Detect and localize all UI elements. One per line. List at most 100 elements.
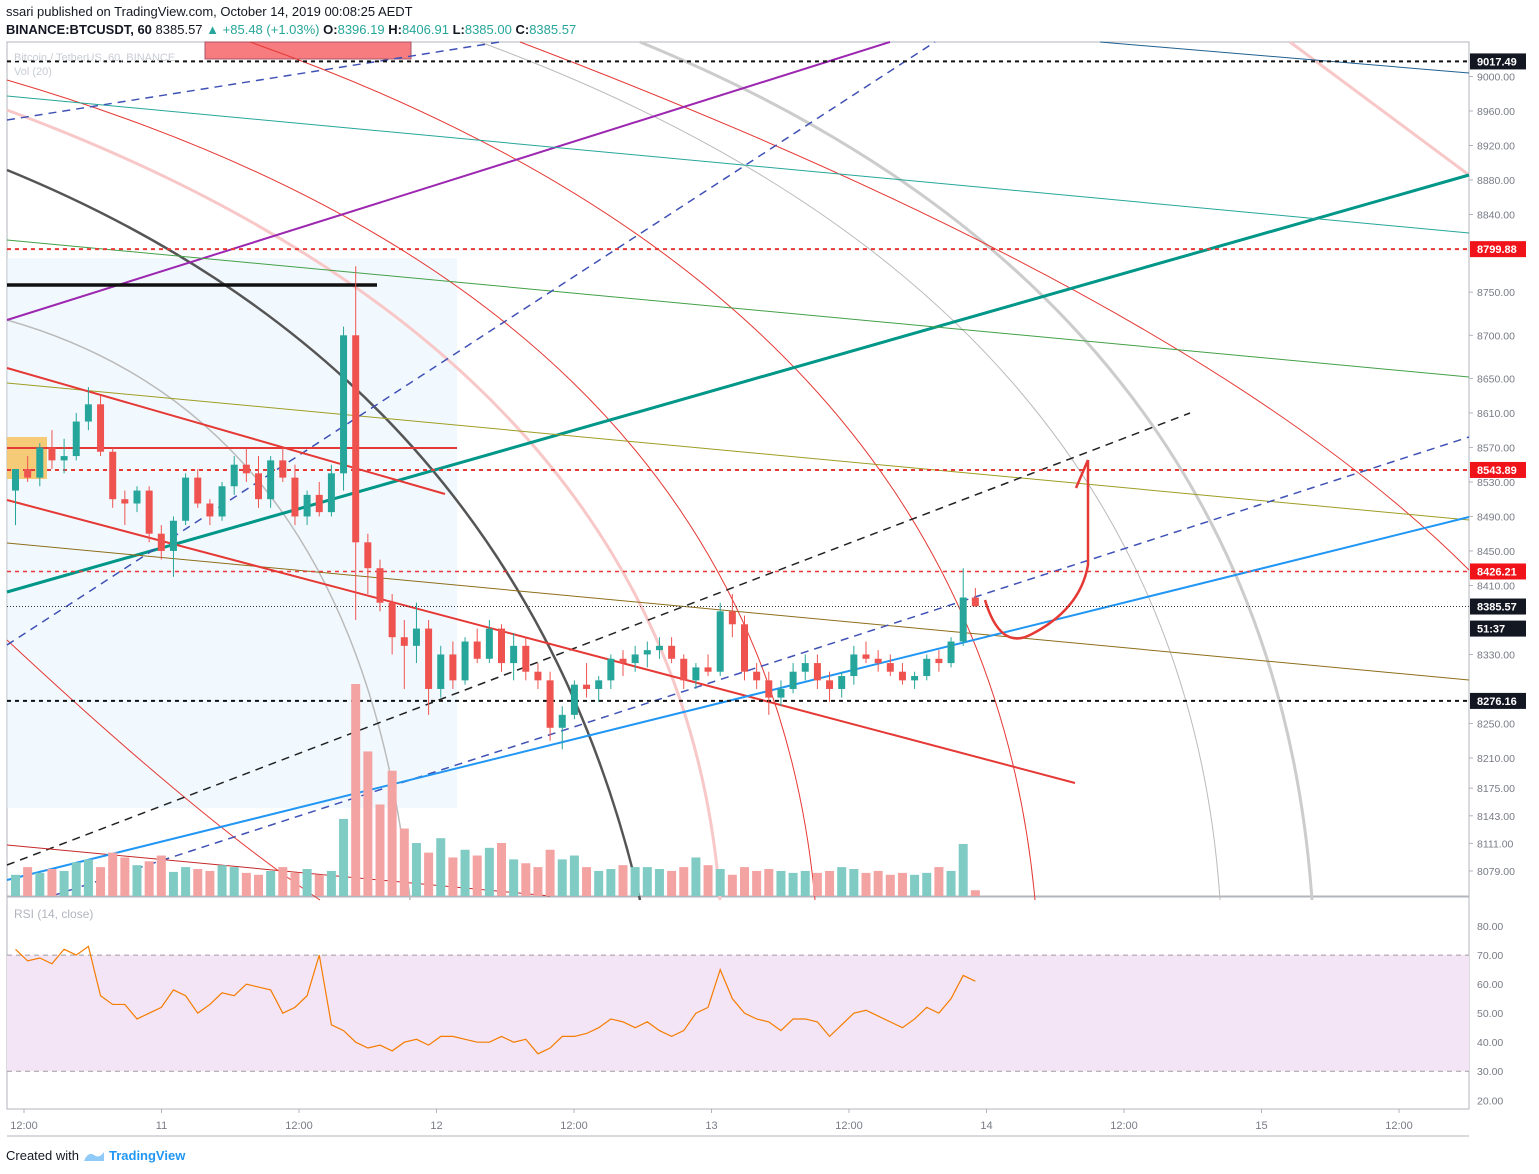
candle-body (692, 667, 700, 681)
candle-body (255, 473, 262, 500)
volume-bar (509, 859, 519, 896)
rsi-tick-label: 50.00 (1477, 1008, 1503, 1020)
candlestick-series (12, 266, 979, 750)
candle-body (765, 680, 773, 698)
candle-body (327, 473, 335, 513)
volume-bar (545, 849, 555, 896)
pink-arc-2 (1289, 40, 1470, 177)
volume-bar (630, 867, 640, 896)
drawings-layer (6, 40, 1470, 901)
volume-bar (278, 867, 288, 896)
volume-bar (47, 869, 57, 896)
volume-bar (885, 874, 895, 896)
volume-bar (764, 869, 774, 896)
volume-bar (521, 863, 531, 896)
volume-bar (387, 770, 397, 896)
candle-body (546, 680, 554, 728)
volume-bar (156, 855, 166, 896)
volume-bar (96, 867, 106, 896)
price-badge (1470, 563, 1526, 580)
candle-body (753, 671, 761, 681)
price-tick-label: 8840.00 (1477, 210, 1515, 222)
volume-bar (460, 849, 470, 896)
red-arc-3 (519, 41, 1470, 571)
volume-bar (776, 870, 786, 896)
candle-body (886, 663, 894, 672)
candle-body (631, 654, 639, 664)
volume-bar (411, 843, 421, 896)
candle-body (704, 667, 712, 672)
volume-bar (642, 867, 652, 896)
price-change: +85.48 (+1.03%) (222, 22, 320, 37)
volume-bar (217, 865, 227, 896)
volume-bar (703, 865, 713, 896)
volume-bar (910, 874, 920, 896)
rsi-band (7, 955, 1469, 1072)
price-tick-label: 8570.00 (1477, 442, 1515, 454)
price-tick-label: 9000.00 (1477, 72, 1515, 84)
shaded-range-box (7, 258, 457, 808)
volume-bar (290, 872, 300, 896)
volume-bar (497, 843, 506, 896)
price-tick-label: 8079.00 (1477, 866, 1515, 878)
candle-body (838, 676, 846, 689)
candle-body (826, 680, 834, 689)
volume-bar (800, 870, 810, 896)
volume-bar (557, 859, 567, 896)
candle-body (36, 447, 44, 478)
grey-arc-2 (479, 41, 1221, 901)
time-axis[interactable]: 12:00 11 12:00 12 12:00 13 12:00 14 12:00 15 12:00 (10, 1109, 1413, 1132)
volume-bar (181, 867, 191, 896)
candle-body (935, 658, 943, 664)
candle-body (449, 654, 457, 681)
teal-thin-line (6, 95, 1470, 234)
rsi-line (15, 945, 976, 1055)
volume-bar (618, 865, 628, 896)
price-tick-label: 8490.00 (1477, 511, 1515, 523)
candle-body (340, 335, 348, 474)
grey-arc-3 (639, 40, 1314, 901)
volume-bar (897, 872, 907, 896)
candle-body (194, 477, 202, 504)
candle-body (473, 641, 481, 659)
price-badge (1470, 598, 1526, 615)
candle-body (425, 628, 433, 689)
candle-body (400, 637, 408, 646)
tradingview-logo-icon (83, 1151, 104, 1161)
volume-bar (375, 804, 385, 896)
volume-bar (922, 872, 932, 896)
volume-bar (654, 869, 664, 896)
tradingview-brand-link[interactable]: TradingView (108, 1148, 186, 1163)
candle-body (655, 645, 663, 651)
volume-bar (168, 871, 178, 896)
volume-bar (861, 872, 871, 896)
publish-info: ssari published on TradingView.com, Octo… (6, 4, 413, 19)
volume-bars (11, 684, 980, 896)
volume-bar (727, 874, 737, 896)
time-tick-label: 12:00 (1110, 1120, 1138, 1132)
volume-indicator-label: Vol (20) (14, 66, 52, 78)
candle-body (850, 654, 858, 677)
rsi-tick-label: 60.00 (1477, 979, 1503, 991)
close-value: 8385.57 (529, 22, 577, 37)
price-badge-label: 8543.89 (1477, 465, 1517, 477)
red-marker-box (204, 41, 412, 60)
price-axis[interactable]: 9000.00 8960.00 8920.00 8880.00 8840.00 8750.… (1469, 53, 1526, 878)
candle-body (534, 671, 542, 681)
volume-bar (679, 867, 689, 896)
candle-body (874, 658, 882, 664)
candle-body (84, 404, 92, 422)
low-label: L: (452, 22, 465, 37)
volume-bar (825, 870, 835, 896)
symbol-label[interactable]: BINANCE:BTCUSDT, 60 (6, 22, 152, 37)
price-badge-label: 51:37 (1477, 624, 1505, 636)
candle-body (862, 654, 870, 659)
price-badge (1470, 241, 1526, 258)
candle-body (510, 645, 518, 664)
volume-bar (533, 867, 543, 896)
candle-body (522, 645, 530, 672)
red-trendline-1 (6, 367, 446, 495)
open-label: O: (323, 22, 338, 37)
volume-bar (11, 874, 20, 896)
